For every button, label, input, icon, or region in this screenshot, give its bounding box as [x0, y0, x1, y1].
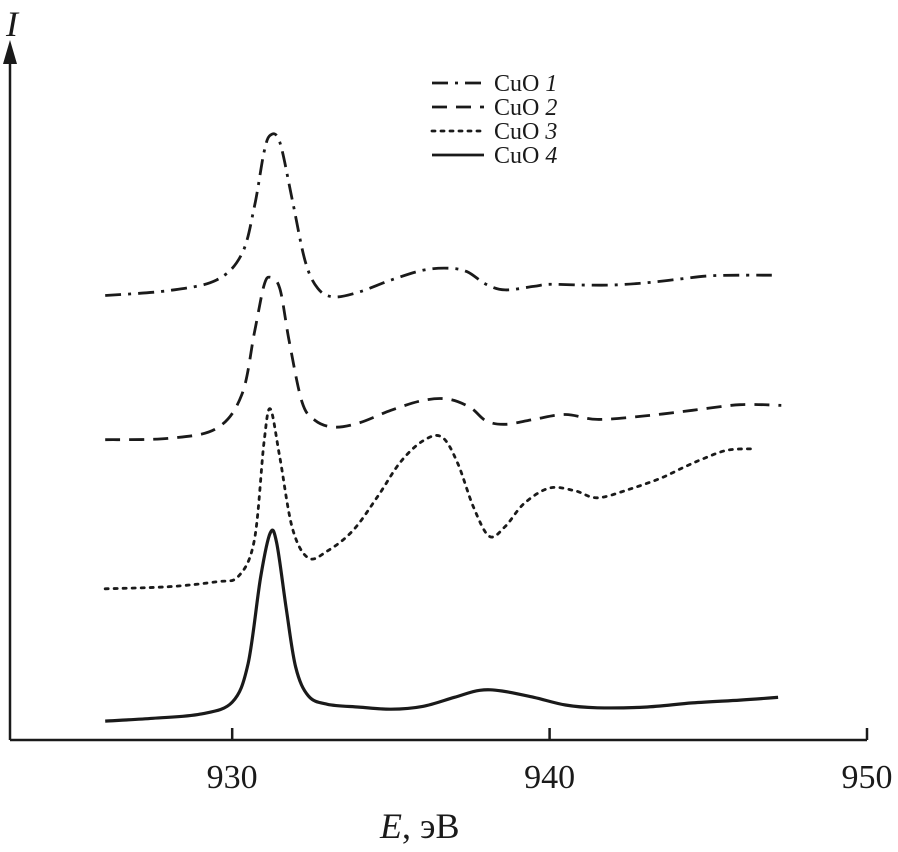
- legend-label-number: 2: [545, 95, 557, 121]
- y-axis-arrow: [3, 40, 17, 64]
- legend-label-number: 4: [545, 143, 557, 169]
- x-axis-label-unit: , эВ: [402, 806, 459, 846]
- y-axis-label: I: [5, 4, 20, 44]
- legend-label-2: CuO 2: [494, 95, 557, 121]
- legend-label-3: CuO 3: [494, 119, 557, 145]
- x-axis-label: E, эВ: [379, 806, 459, 846]
- x-tick-label-950: 950: [842, 759, 893, 796]
- x-tick-label-930: 930: [207, 759, 258, 796]
- series-line-2: [105, 275, 782, 442]
- series-group: [103, 132, 782, 723]
- legend-label-4: CuO 4: [494, 143, 557, 169]
- x-tick-label-940: 940: [524, 759, 575, 796]
- legend-label-name: CuO: [494, 71, 545, 97]
- legend-label-1: CuO 1: [494, 71, 557, 97]
- legend-label-number: 3: [544, 119, 557, 145]
- legend-label-name: CuO: [494, 143, 545, 169]
- series-line-1: [105, 132, 772, 299]
- x-axis-label-var: E: [379, 806, 402, 846]
- axes: [3, 40, 867, 742]
- series-line-3: [103, 407, 758, 591]
- legend-label-number: 1: [545, 71, 557, 97]
- legend-label-name: CuO: [494, 95, 545, 121]
- legend-label-name: CuO: [494, 119, 545, 145]
- series-line-4: [105, 528, 779, 723]
- x-ticks: 930 940 950: [207, 728, 893, 796]
